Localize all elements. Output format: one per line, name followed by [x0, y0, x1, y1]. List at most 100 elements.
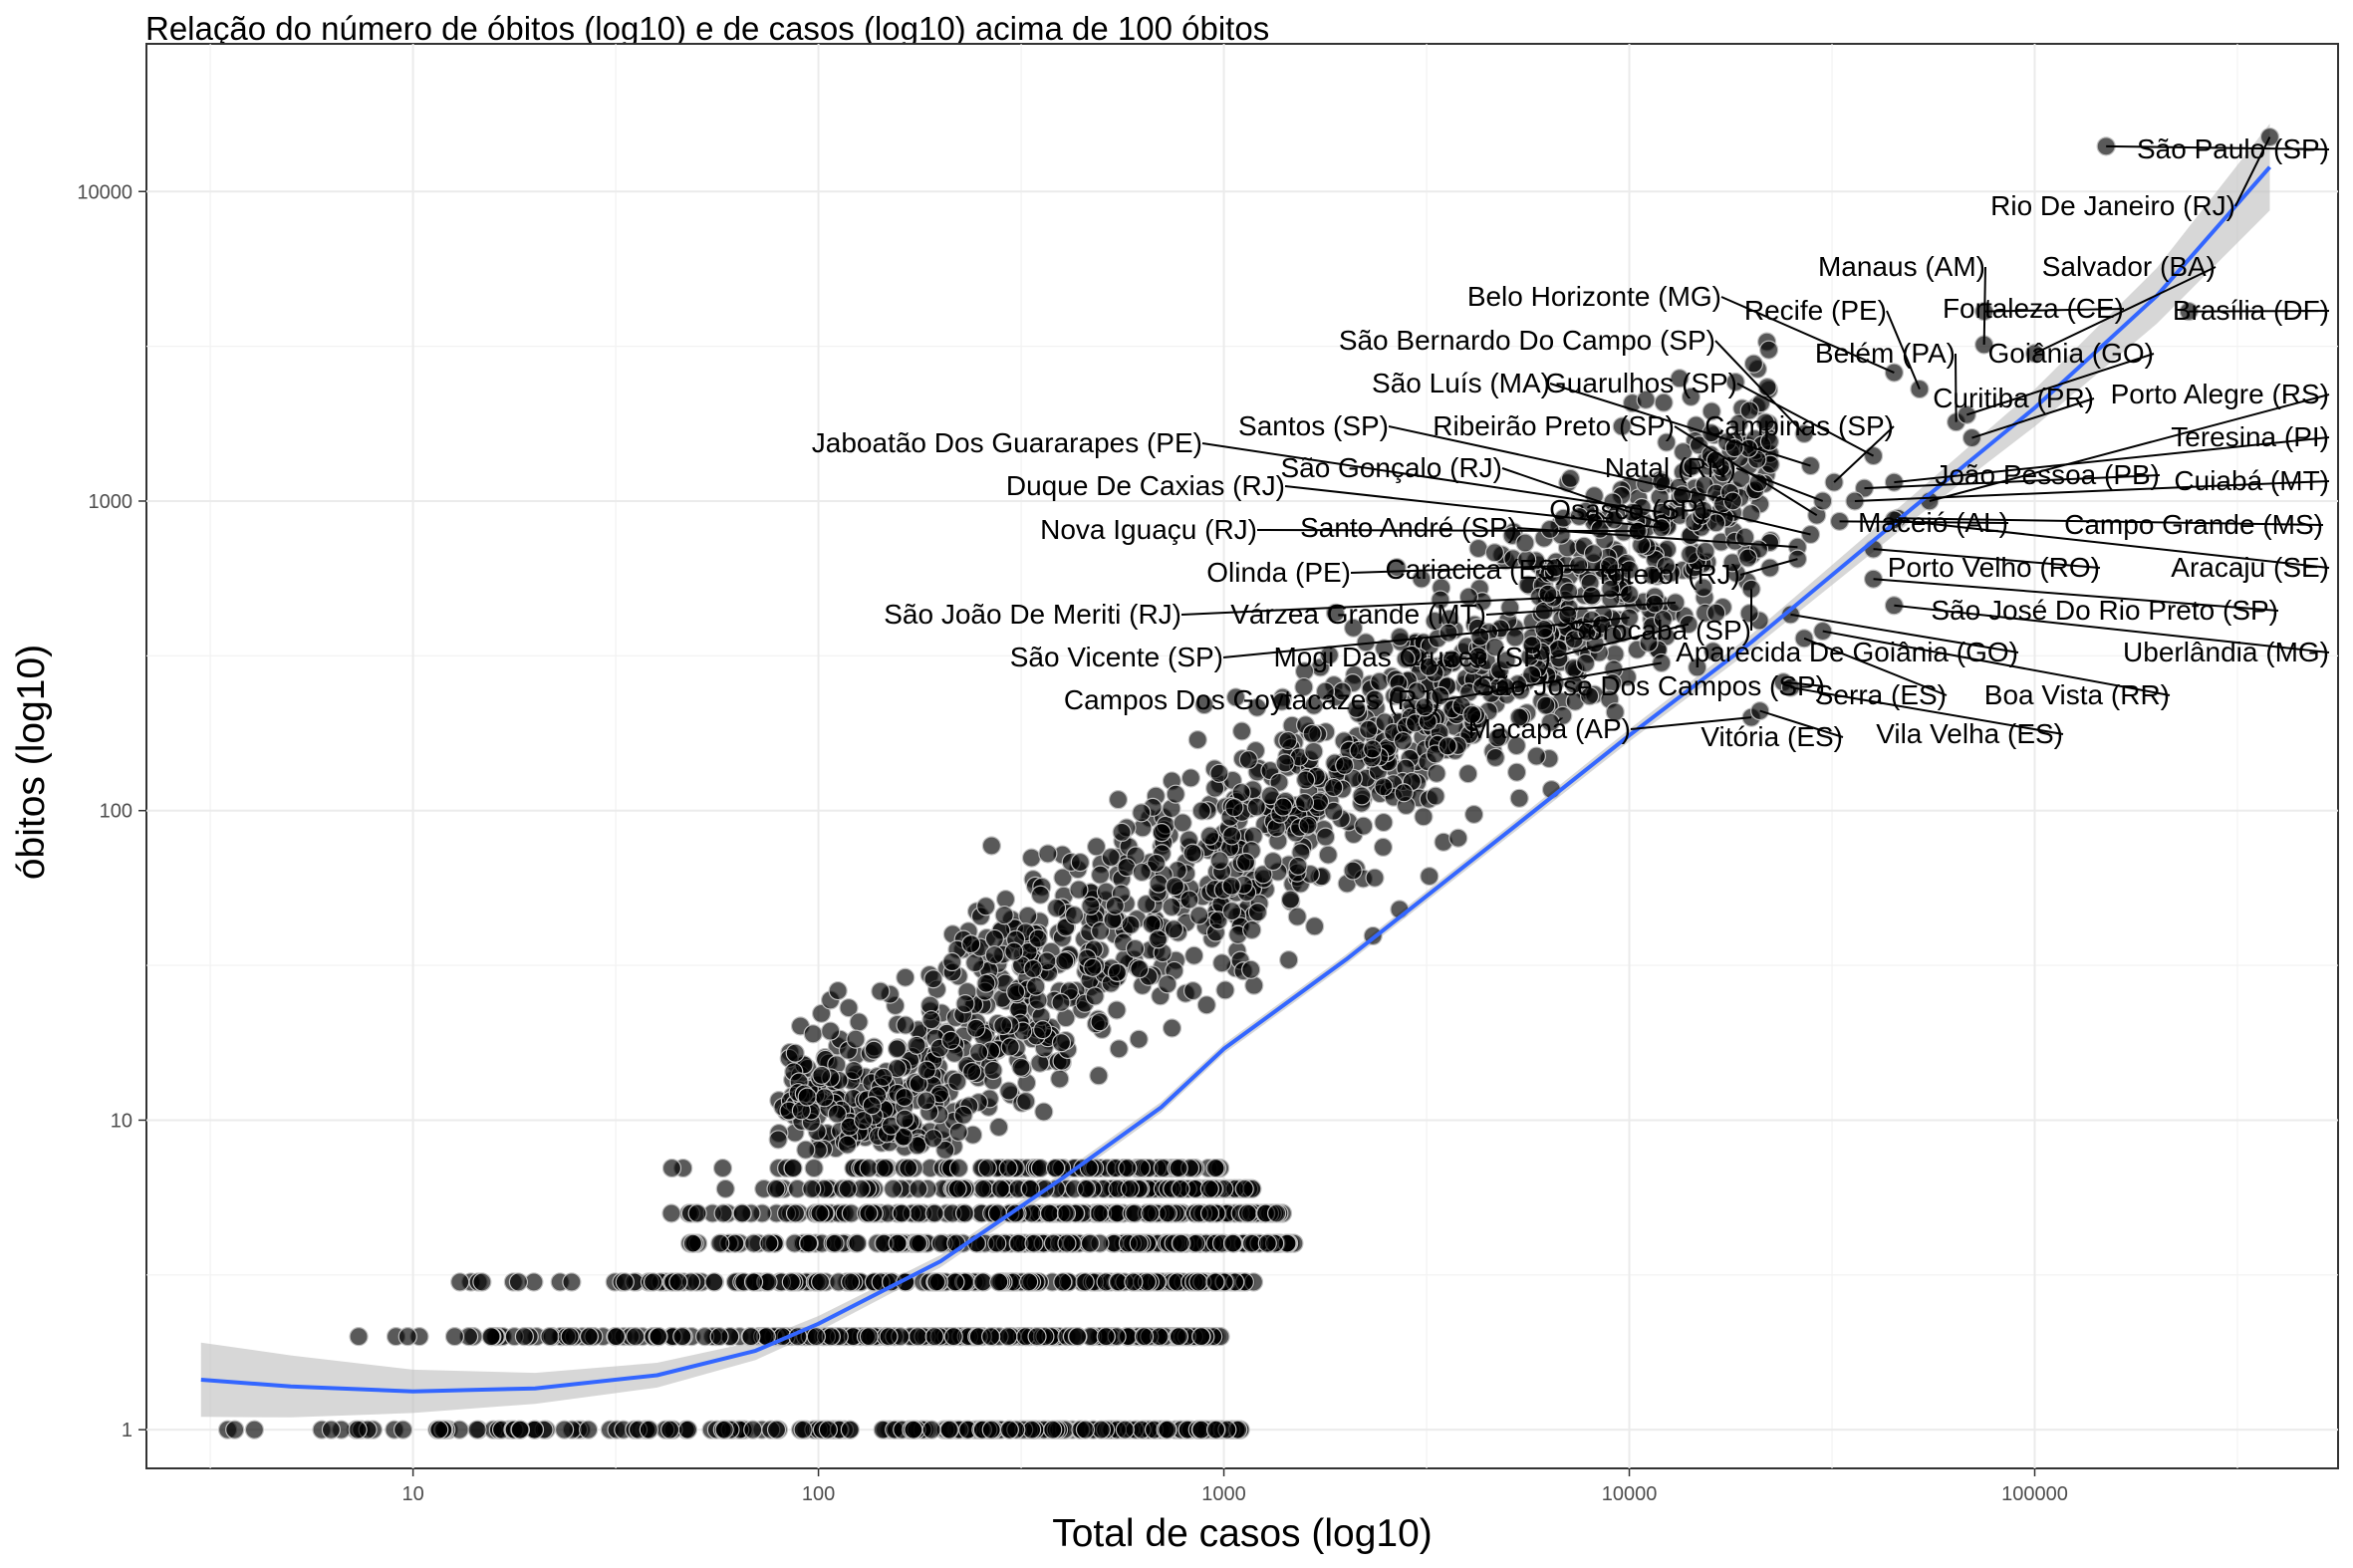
data-point	[806, 1327, 826, 1347]
data-point	[983, 1060, 1003, 1081]
data-point	[972, 1272, 993, 1292]
data-point	[785, 1203, 806, 1223]
data-point	[1234, 1178, 1254, 1198]
data-point	[1576, 653, 1596, 673]
data-point	[1120, 1178, 1141, 1198]
data-point	[321, 1420, 342, 1439]
data-point	[995, 890, 1016, 910]
data-point	[1196, 995, 1216, 1015]
data-point	[859, 1158, 879, 1178]
data-point	[1069, 880, 1089, 900]
data-point	[1124, 1272, 1144, 1292]
data-point	[1011, 1057, 1031, 1077]
data-point	[1288, 856, 1308, 876]
data-point	[849, 1012, 869, 1032]
data-point	[1129, 1233, 1149, 1253]
data-point	[827, 1104, 847, 1124]
x-tick-label: 100000	[2001, 1483, 2068, 1505]
data-point	[815, 1088, 835, 1108]
city-label: Rio De Janeiro (RJ)	[1990, 190, 2235, 221]
data-point	[1743, 354, 1764, 374]
data-point	[1191, 1327, 1211, 1347]
data-point	[802, 1178, 822, 1198]
y-axis-ticks: 1 10 100 1000 10000	[77, 181, 146, 1441]
data-point	[1070, 852, 1090, 873]
city-label: Serra (ES)	[1815, 679, 1947, 710]
data-point	[1089, 1203, 1109, 1223]
data-point	[981, 836, 1001, 856]
data-point	[1194, 694, 1214, 715]
city-label: São Bernardo Do Campo (SP)	[1339, 325, 1715, 356]
data-point	[1179, 890, 1199, 910]
data-point	[1205, 1272, 1225, 1292]
data-point	[1169, 1327, 1189, 1347]
data-point	[1438, 736, 1457, 756]
data-point	[1021, 848, 1042, 868]
data-point	[969, 1042, 989, 1063]
city-label: Maceió (AL)	[1858, 507, 2008, 538]
x-tick-label: 100	[802, 1483, 835, 1505]
city-label: São José Do Rio Preto (SP)	[1931, 595, 2278, 626]
data-point	[1101, 847, 1121, 868]
data-point	[672, 1327, 692, 1347]
data-point	[225, 1420, 245, 1439]
data-point	[481, 1327, 501, 1347]
data-point	[895, 1087, 915, 1108]
data-point	[712, 1158, 733, 1178]
data-point	[1051, 992, 1071, 1012]
data-point	[943, 1327, 963, 1347]
data-point	[743, 1420, 763, 1439]
data-point	[1725, 372, 1745, 392]
data-point	[804, 1158, 824, 1178]
data-point	[896, 1015, 915, 1035]
data-point	[1000, 1037, 1020, 1057]
data-point	[984, 928, 1005, 949]
data-point	[1171, 1233, 1190, 1253]
data-point	[743, 1272, 764, 1292]
data-point	[993, 1015, 1013, 1036]
data-point	[1026, 976, 1046, 996]
y-tick-label: 1000	[89, 491, 133, 513]
data-point	[1757, 378, 1777, 397]
data-point	[560, 1327, 580, 1347]
data-point	[1162, 897, 1181, 917]
data-point	[1162, 1018, 1182, 1038]
data-point	[1278, 730, 1298, 751]
data-point	[1458, 764, 1478, 784]
data-point	[926, 1272, 946, 1292]
data-point	[821, 1021, 841, 1041]
data-point	[1448, 828, 1468, 848]
data-point	[1038, 844, 1058, 864]
data-point	[1215, 980, 1235, 1000]
data-point	[921, 1420, 941, 1439]
data-point	[715, 1178, 735, 1198]
data-point	[1515, 533, 1535, 553]
data-point	[713, 1203, 733, 1223]
data-point	[1199, 826, 1220, 846]
data-point	[1241, 959, 1261, 979]
data-point	[1316, 827, 1336, 847]
city-label: São Luís (MA)	[1372, 368, 1550, 398]
data-point	[1374, 639, 1395, 658]
data-point	[874, 1067, 894, 1087]
data-point	[1373, 837, 1394, 858]
data-point	[1263, 851, 1283, 872]
data-point	[1057, 1233, 1077, 1253]
data-point	[649, 1327, 668, 1347]
city-label: São Paulo (SP)	[2137, 133, 2329, 164]
data-point	[1096, 1327, 1116, 1347]
data-point	[1080, 1233, 1101, 1253]
data-point	[895, 1109, 915, 1129]
data-point	[990, 1178, 1011, 1198]
data-point	[1343, 861, 1363, 881]
city-label: Duque De Caxias (RJ)	[1006, 470, 1285, 501]
data-point	[818, 1420, 838, 1439]
data-point	[924, 1203, 944, 1223]
city-label: Guarulhos (SP)	[1545, 368, 1737, 398]
data-point	[1191, 801, 1211, 821]
data-point	[923, 1129, 943, 1149]
data-point	[1055, 951, 1075, 971]
data-point	[859, 1203, 879, 1223]
data-point	[1222, 826, 1242, 846]
data-point	[615, 1272, 635, 1292]
